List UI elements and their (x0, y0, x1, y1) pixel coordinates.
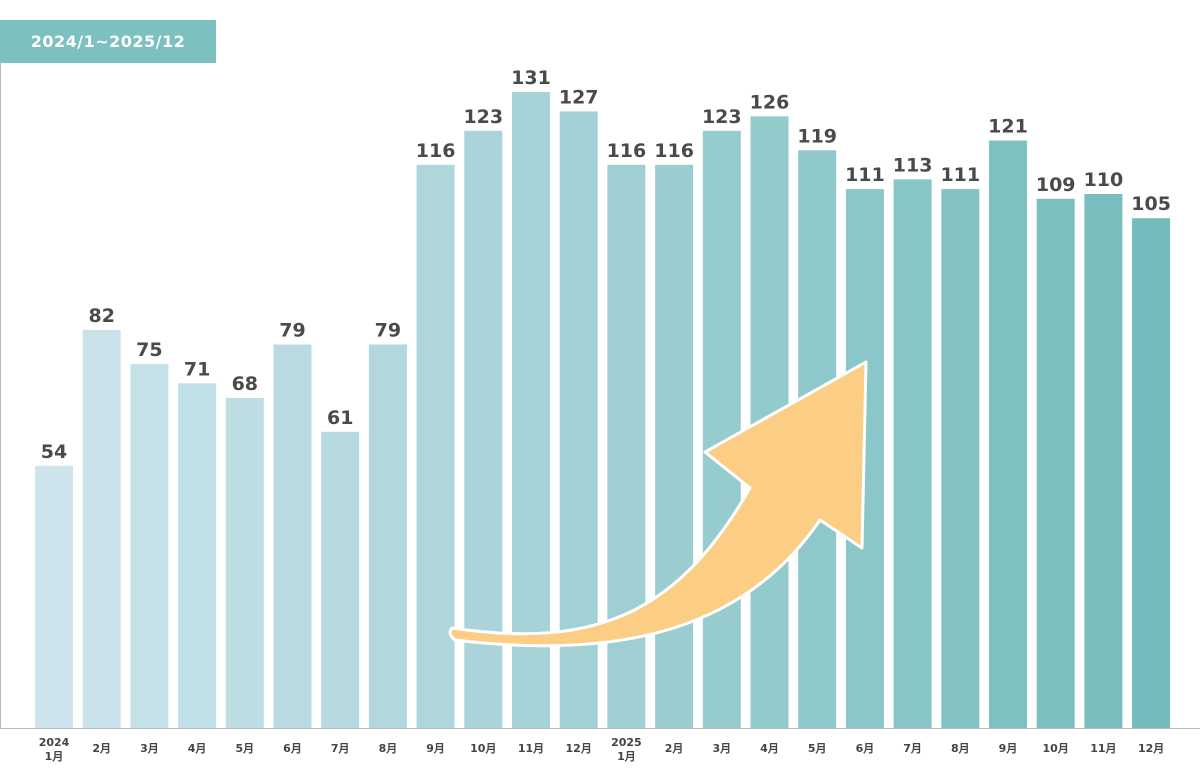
bar-value-label: 111 (845, 164, 885, 186)
x-tick-label-line: 1月 (45, 750, 64, 763)
bar (321, 431, 360, 728)
x-tick-label: 10月 (470, 742, 496, 755)
x-tick-label: 2月 (92, 742, 111, 755)
bar (1132, 218, 1171, 728)
bar-value-label: 61 (327, 407, 353, 429)
bar (1036, 198, 1075, 729)
x-tick-label: 9月 (999, 742, 1018, 755)
upward-trend-arrow (448, 360, 868, 648)
bar-value-label: 119 (797, 125, 837, 147)
bar (989, 140, 1027, 728)
bar (512, 92, 550, 728)
x-tick-label: 8月 (379, 742, 398, 755)
bar-value-label: 105 (1131, 193, 1171, 215)
bar (82, 329, 121, 728)
bar (702, 130, 741, 729)
bar-value-label: 113 (893, 154, 933, 176)
value-labels-group: 54 82 75 71 68 79 61 79 116 123 131 127 116 116 123 126… (41, 67, 1171, 463)
bar (130, 363, 169, 728)
bar (655, 164, 694, 729)
bar (273, 344, 312, 728)
x-tick-label: 6月 (283, 742, 302, 755)
x-tick-label: 10月 (1043, 742, 1069, 755)
x-tick-label: 2月 (665, 742, 684, 755)
x-tick-label-line: 1月 (617, 750, 636, 763)
bar-value-label: 123 (463, 106, 503, 128)
bar-value-label: 127 (559, 86, 599, 108)
bar (941, 189, 980, 729)
x-tick-label: 3月 (140, 742, 159, 755)
x-tick-label: 3月 (712, 742, 731, 755)
bar-value-label: 71 (184, 358, 210, 380)
x-tick-label-line: 2024 (39, 736, 70, 749)
bar-value-label: 126 (750, 91, 790, 113)
bar-value-label: 68 (232, 373, 258, 395)
x-tick-label: 12月 (1138, 742, 1164, 755)
bar-value-label: 109 (1036, 174, 1076, 196)
bar-value-label: 82 (88, 305, 114, 327)
bar-value-label: 116 (416, 140, 456, 162)
x-tick-label: 4月 (188, 742, 207, 755)
bar-value-label: 111 (940, 164, 980, 186)
bar-value-label: 54 (41, 441, 67, 463)
x-tick-label: 7月 (903, 742, 922, 755)
x-tick-label: 2024 1月 (39, 736, 70, 763)
bars-group (35, 92, 1171, 729)
bar-value-label: 116 (607, 140, 647, 162)
bar (368, 344, 407, 728)
bar (1084, 194, 1123, 728)
bar-value-label: 123 (702, 106, 742, 128)
x-tick-label: 9月 (426, 742, 445, 755)
bar (464, 130, 503, 729)
bar-value-label: 75 (136, 339, 162, 361)
bar (225, 397, 264, 728)
x-tick-label: 11月 (518, 742, 544, 755)
x-tick-label: 6月 (856, 742, 875, 755)
x-tick-label: 4月 (760, 742, 779, 755)
x-tick-label: 5月 (235, 742, 254, 755)
bar (178, 383, 217, 728)
x-tick-label: 2025 1月 (611, 736, 642, 763)
bar (607, 164, 646, 729)
bar (35, 465, 73, 728)
x-tick-label: 12月 (566, 742, 592, 755)
x-tick-label-line: 2025 (611, 736, 642, 749)
bar-value-label: 79 (279, 320, 305, 342)
x-tick-label: 8月 (951, 742, 970, 755)
bar-value-label: 121 (988, 116, 1028, 138)
bar (416, 164, 455, 729)
x-tick-label: 7月 (331, 742, 350, 755)
period-badge: 2024/1~2025/12 (0, 20, 216, 63)
bar (893, 179, 932, 728)
bar-value-label: 110 (1084, 169, 1124, 191)
x-tick-label: 5月 (808, 742, 827, 755)
bar-value-label: 116 (654, 140, 694, 162)
bar-value-label: 79 (375, 320, 401, 342)
x-tick-label: 11月 (1090, 742, 1116, 755)
bar-value-label: 131 (511, 67, 551, 89)
